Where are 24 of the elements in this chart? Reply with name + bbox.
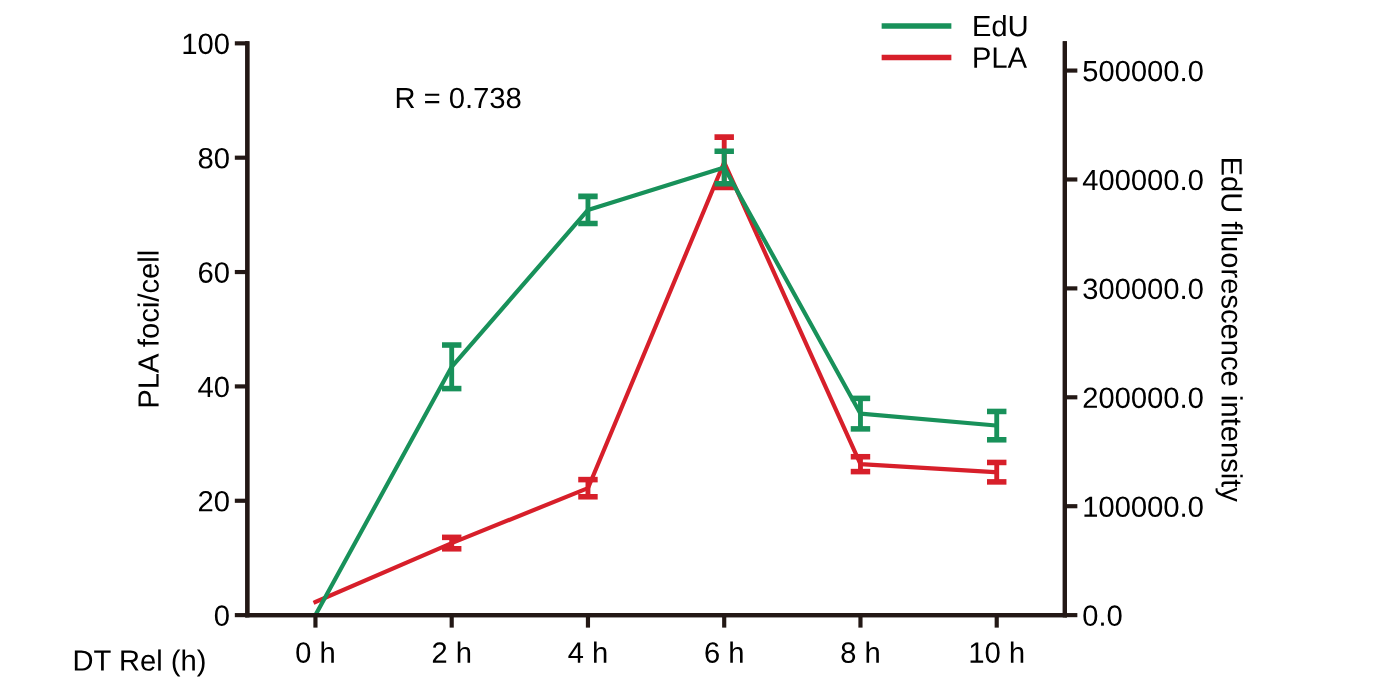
x-axis-title: DT Rel (h) xyxy=(74,649,205,677)
x-tick-label: 2 h xyxy=(432,641,471,663)
x-tick-label: 10 h xyxy=(970,641,1024,663)
y-tick-label: 20 xyxy=(198,490,229,512)
x-tick-label: 6 h xyxy=(705,641,743,663)
annotation: R = 0.738 xyxy=(396,87,521,109)
y-tick-label: 100 xyxy=(183,33,229,55)
y2-tick-label: 500000.0 xyxy=(1083,60,1203,82)
y-axis-title: PLA foci/cell xyxy=(137,251,159,407)
legend-label: PLA xyxy=(974,47,1027,68)
y2-tick-label: 300000.0 xyxy=(1083,278,1203,300)
x-tick-label: 8 h xyxy=(841,641,879,663)
y-tick-label: 60 xyxy=(199,262,229,283)
y-tick-label: 40 xyxy=(198,376,229,398)
y2-tick-label: 100000.0 xyxy=(1084,496,1203,518)
y-tick-label: 80 xyxy=(198,147,229,169)
y2-axis-title: EdU fluorescence intensity xyxy=(1215,158,1243,502)
y2-tick-label: 400000.0 xyxy=(1082,169,1203,191)
y2-tick-label: 0.0 xyxy=(1083,605,1122,626)
y-tick-label: 0 xyxy=(214,605,229,626)
legend-label: EdU xyxy=(974,14,1027,37)
x-tick-label: 0 h xyxy=(296,641,334,663)
y2-tick-label: 200000.0 xyxy=(1083,387,1203,409)
x-tick-label: 4 h xyxy=(568,641,607,663)
